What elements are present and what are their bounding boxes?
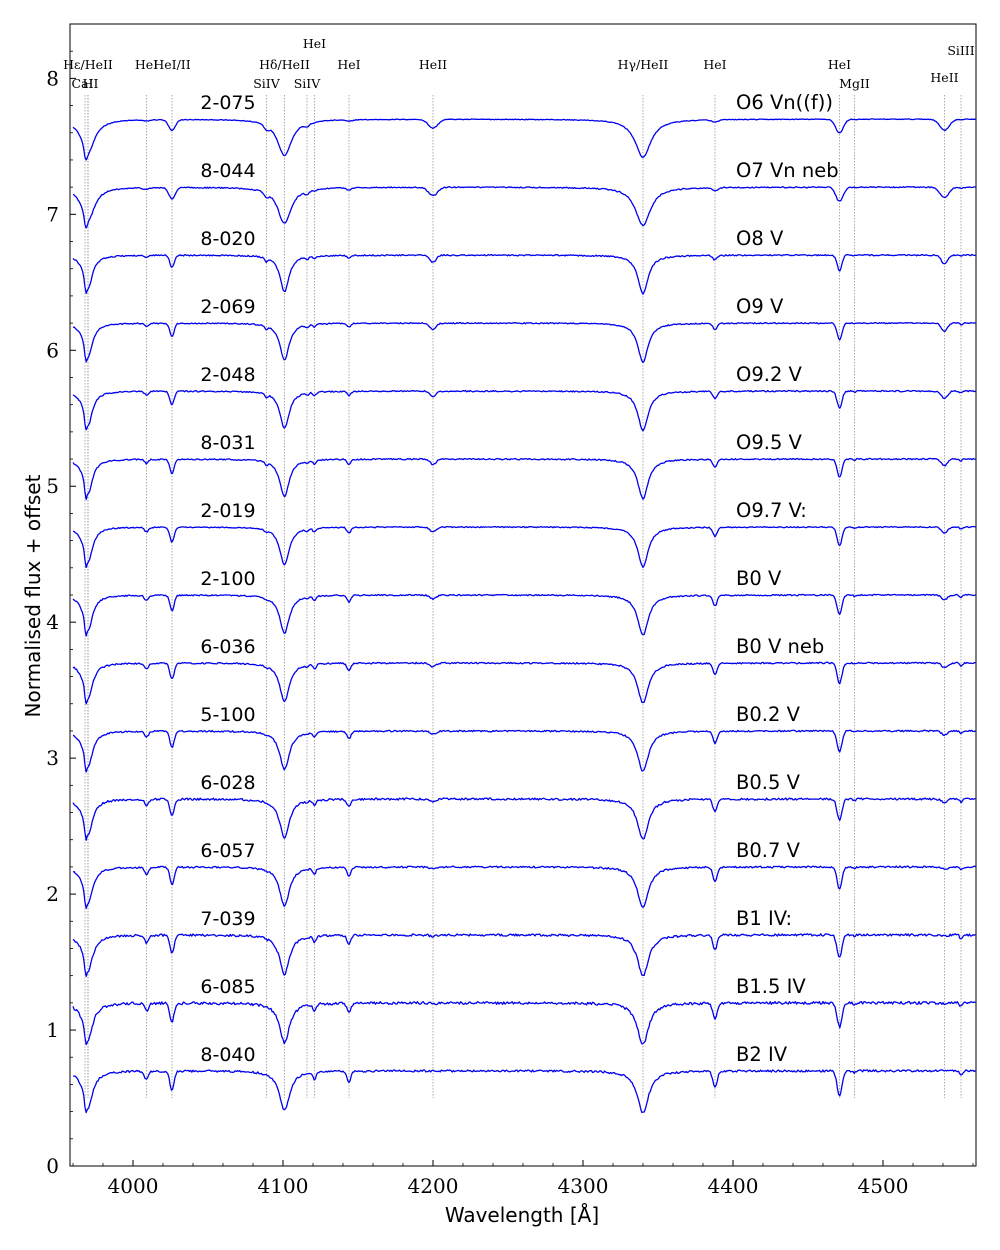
line-id-labels: Hε/HeIICaIIHHeIHeI/IISiIVHδ/HeIIHeISiIVH… — [63, 36, 975, 91]
spectrum-line — [72, 661, 976, 705]
line-id-label: SiIII — [947, 43, 974, 58]
line-id-label: Hγ/HeII — [618, 57, 669, 72]
series-name-label: 2-069 — [200, 296, 255, 318]
spectral-type-label: O6 Vn((f)) — [736, 91, 833, 114]
line-id-guides — [84, 95, 962, 1098]
x-tick-label: 4300 — [558, 1174, 609, 1198]
line-id-label: MgII — [839, 76, 870, 91]
spectrum-line — [73, 1069, 976, 1114]
series-name-label: 6-028 — [200, 772, 255, 794]
series-name-label: 8-020 — [200, 228, 255, 250]
line-id-label: CaII — [72, 76, 99, 91]
x-tick-label: 4500 — [858, 1174, 909, 1198]
series-name-label: 8-044 — [200, 160, 255, 182]
spectral-type-label: O9.5 V — [736, 431, 803, 454]
spectral-type-label: B1.5 IV — [736, 975, 806, 998]
spectral-type-label: O9.7 V: — [736, 499, 807, 522]
series-labels: 2-075 O6 Vn((f)) 8-044 O7 Vn neb 8-020 O8 V 2-… — [200, 91, 838, 1066]
x-tick-label: 4000 — [108, 1174, 159, 1198]
spectrum-line — [72, 729, 976, 773]
spectral-type-label: B0 V — [736, 567, 782, 590]
y-tick-label: 2 — [46, 882, 59, 906]
x-axis-title: Wavelength [Å] — [445, 1203, 599, 1227]
spectral-type-label: B0.7 V — [736, 839, 801, 862]
spectra-series — [72, 118, 976, 1114]
line-id-label: Hδ/HeII — [259, 57, 310, 72]
y-tick-label: 1 — [46, 1018, 59, 1042]
spectrum-line — [72, 933, 976, 978]
spectral-type-label: B0 V neb — [736, 635, 824, 658]
spectral-type-label: O9 V — [736, 295, 784, 318]
line-id-label: H — [83, 76, 94, 91]
series-name-label: 2-100 — [200, 568, 255, 590]
spectrum-line — [72, 865, 976, 909]
spectrum-line — [72, 525, 976, 569]
series-name-label: 2-019 — [200, 500, 255, 522]
line-id-label: HeI — [703, 57, 726, 72]
spectral-type-label: B0.5 V — [736, 771, 801, 794]
line-id-label: HeII — [419, 57, 447, 72]
spectral-type-label: O7 Vn neb — [736, 159, 839, 182]
spectral-type-label: B2 IV — [736, 1043, 788, 1066]
spectrum-line — [72, 1000, 976, 1046]
spectrum-line — [72, 118, 976, 161]
x-tick-label: 4100 — [258, 1174, 309, 1198]
spectral-type-label: O8 V — [736, 227, 784, 250]
series-name-label: 6-036 — [200, 636, 255, 658]
y-tick-label: 7 — [46, 202, 59, 226]
y-tick-label: 5 — [46, 474, 59, 498]
spectral-type-label: B1 IV: — [736, 907, 792, 930]
spectrum-line — [72, 797, 976, 841]
y-tick-label: 8 — [46, 66, 59, 90]
series-name-label: 6-057 — [200, 840, 255, 862]
y-tick-label: 0 — [46, 1154, 59, 1178]
spectral-type-label: B0.2 V — [736, 703, 801, 726]
line-id-label: HeI — [303, 36, 326, 51]
x-tick-label: 4200 — [408, 1174, 459, 1198]
y-axis-title: Normalised flux + offset — [21, 474, 45, 717]
line-id-label: Hε/HeII — [63, 57, 113, 72]
series-name-label: 8-040 — [200, 1044, 255, 1066]
series-name-label: 2-048 — [200, 364, 255, 386]
y-tick-label: 4 — [46, 610, 59, 634]
spectral-type-label: O9.2 V — [736, 363, 803, 386]
spectrum-line — [72, 389, 976, 432]
line-id-label: HeI — [828, 57, 851, 72]
spectrum-line — [72, 186, 976, 229]
y-tick-label: 6 — [46, 338, 59, 362]
line-id-label: HeI — [135, 57, 158, 72]
spectrum-line — [72, 593, 976, 637]
series-name-label: 5-100 — [200, 704, 255, 726]
spectrum-line — [72, 321, 976, 364]
series-name-label: 2-075 — [200, 92, 255, 114]
x-axis-ticks: 4000 4100 4200 4300 4400 4500 — [72, 1160, 974, 1198]
y-axis-ticks: 0 1 2 3 4 5 6 7 8 — [46, 50, 76, 1178]
line-id-label: SiIV — [294, 76, 321, 91]
y-tick-label: 3 — [46, 746, 59, 770]
x-tick-label: 4400 — [708, 1174, 759, 1198]
line-id-label: HeI — [337, 57, 360, 72]
series-name-label: 6-085 — [200, 976, 255, 998]
spectrum-line — [72, 457, 976, 501]
line-id-label: HeI/II — [153, 57, 190, 72]
spectrum-line — [72, 253, 976, 295]
line-id-label: HeII — [930, 70, 958, 85]
series-name-label: 8-031 — [200, 432, 255, 454]
line-id-label: SiIV — [253, 76, 280, 91]
series-name-label: 7-039 — [200, 908, 255, 930]
